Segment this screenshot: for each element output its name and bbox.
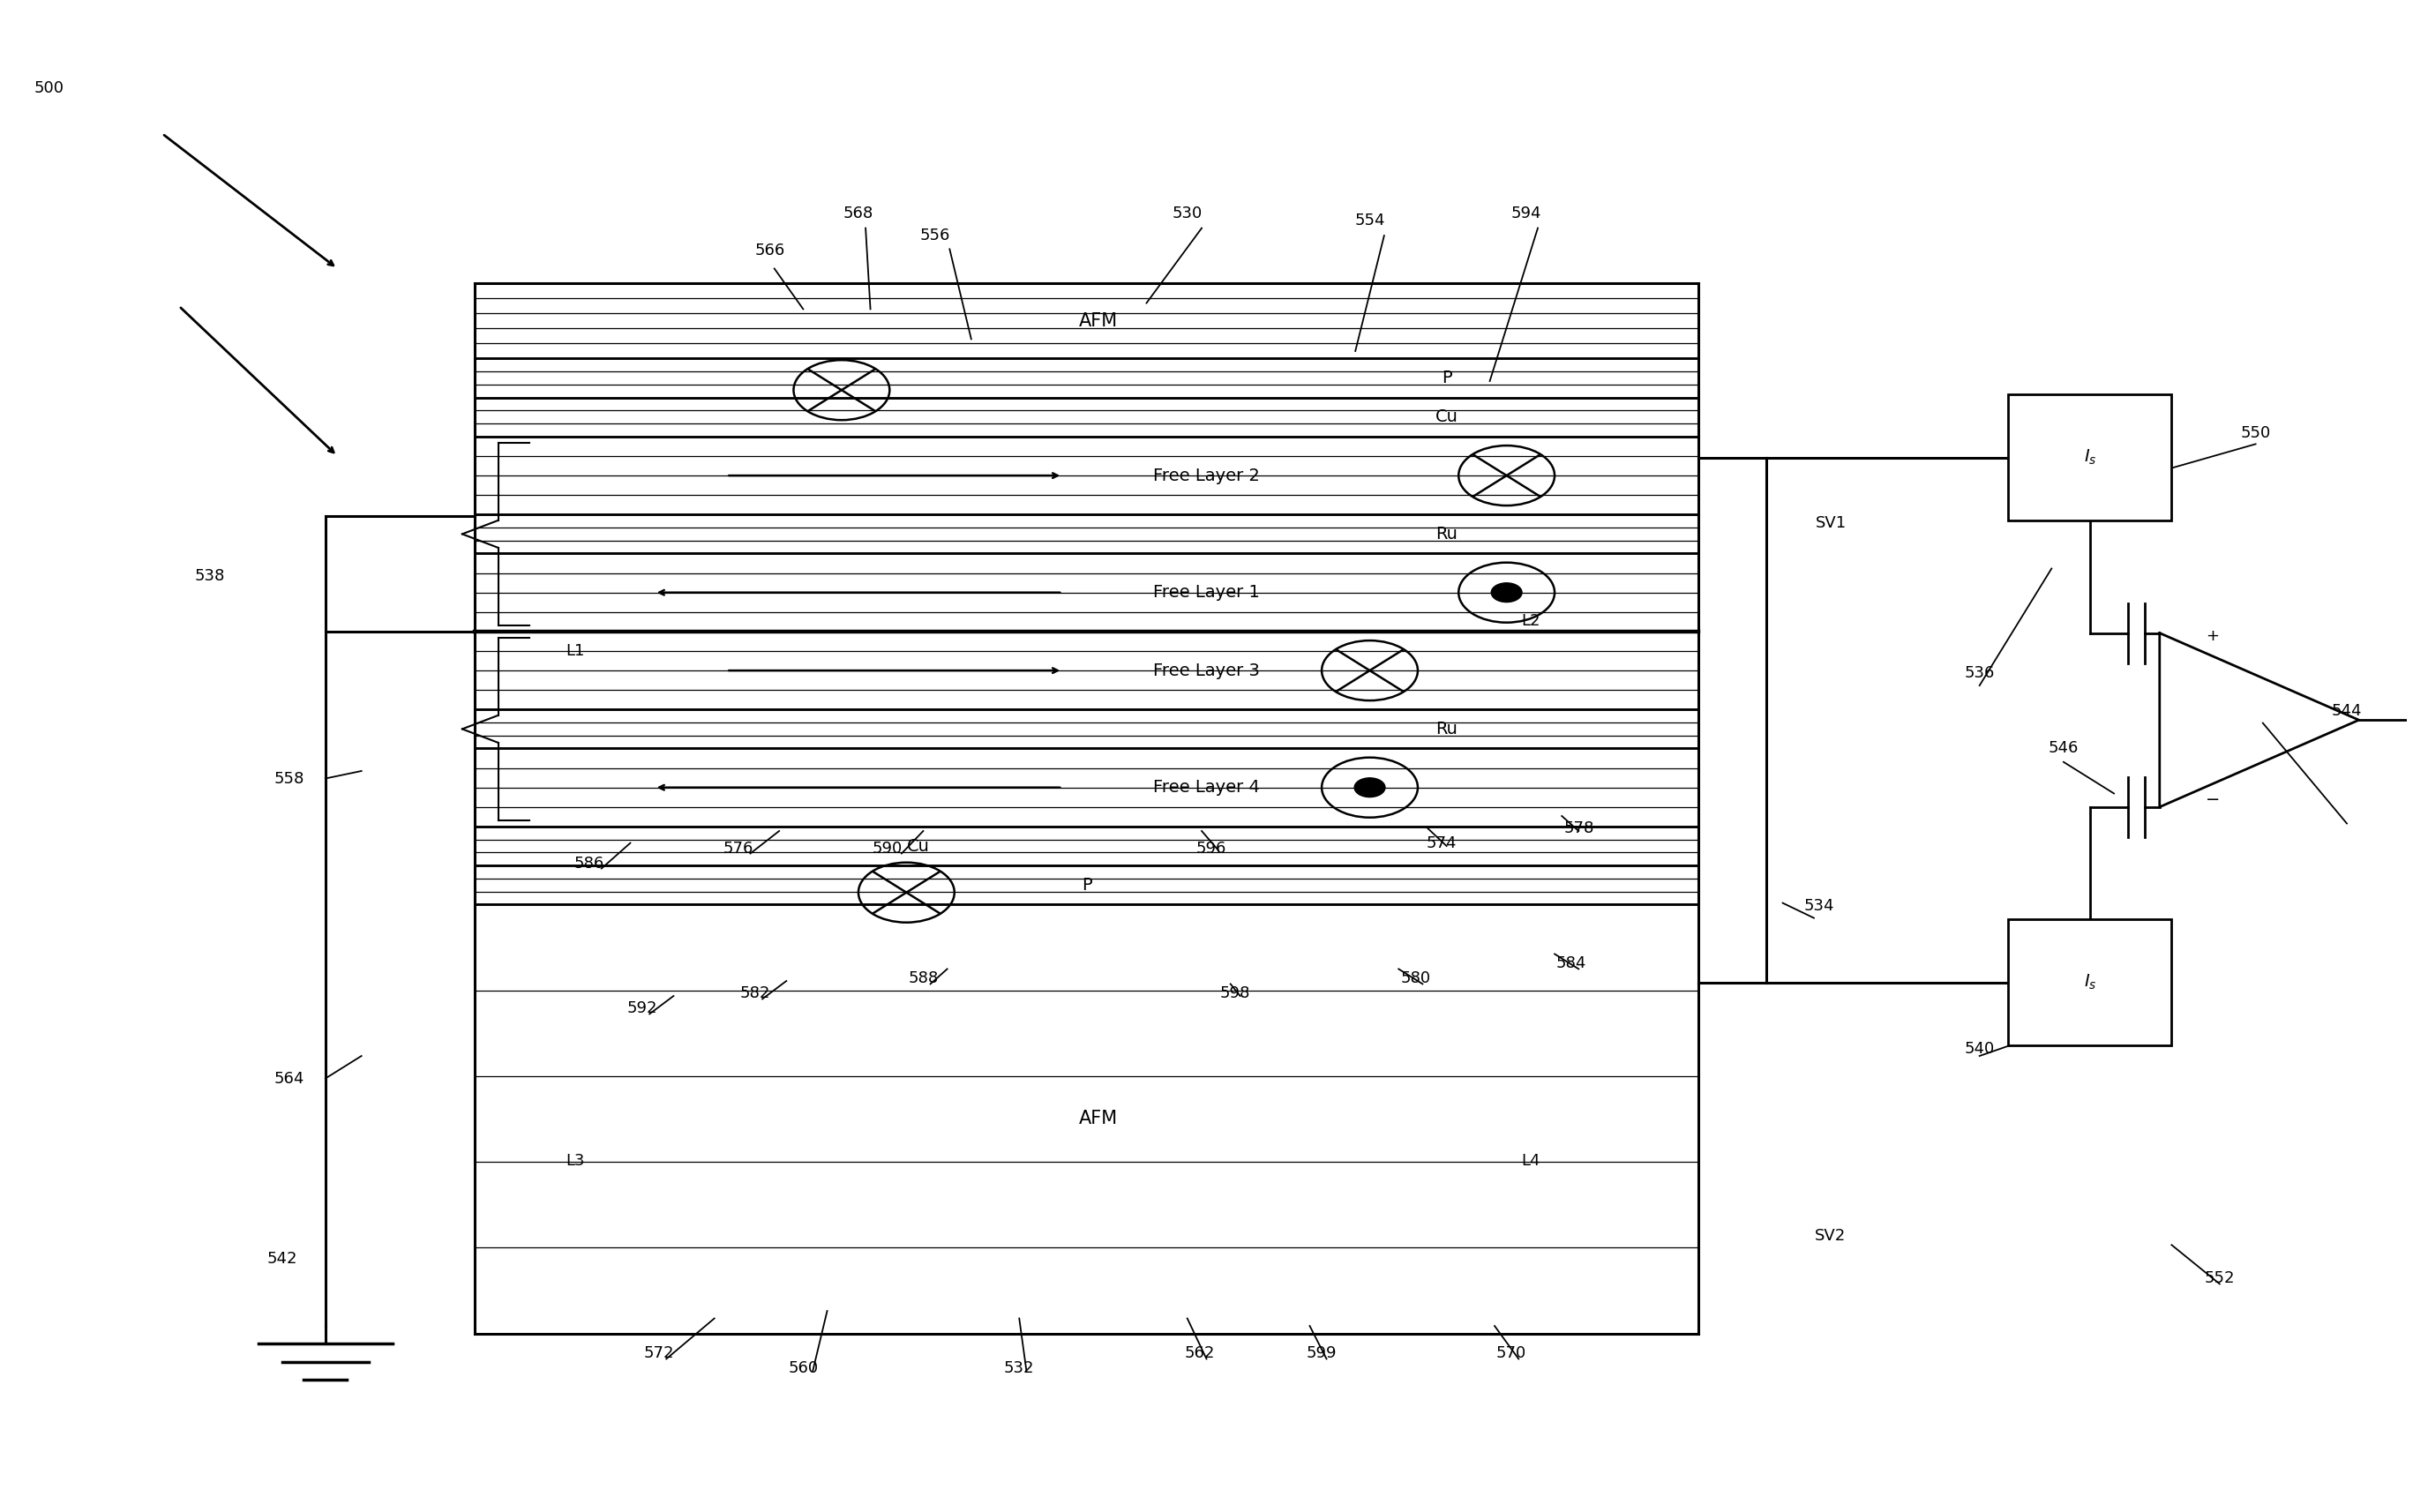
Text: +: + [2205,627,2220,644]
Text: 542: 542 [268,1250,297,1267]
Text: 532: 532 [1004,1359,1035,1376]
Text: Free Layer 3: Free Layer 3 [1153,662,1260,679]
Text: 572: 572 [644,1346,673,1361]
Text: 562: 562 [1185,1346,1214,1361]
Circle shape [1354,777,1385,797]
Text: 588: 588 [907,971,939,986]
Text: 556: 556 [919,228,951,243]
Text: 580: 580 [1400,971,1431,986]
Text: $I_s$: $I_s$ [2082,448,2097,467]
Text: Ru: Ru [1436,721,1457,738]
Text: AFM: AFM [1079,313,1117,330]
Text: $I_s$: $I_s$ [2082,974,2097,992]
Text: 582: 582 [741,984,770,1001]
Text: 500: 500 [34,80,65,97]
Text: Cu: Cu [1436,408,1457,425]
Circle shape [1491,584,1523,602]
Text: 538: 538 [195,569,224,584]
Text: Free Layer 2: Free Layer 2 [1153,467,1260,484]
Text: 596: 596 [1197,841,1226,857]
Text: L3: L3 [565,1154,584,1169]
Text: Free Layer 1: Free Layer 1 [1153,584,1260,600]
Text: 564: 564 [275,1070,304,1087]
Text: 590: 590 [871,841,902,857]
Text: SV1: SV1 [1815,516,1846,532]
Bar [2008,395,2172,520]
Text: 540: 540 [1964,1040,1996,1057]
Text: Cu: Cu [907,838,929,854]
Text: 586: 586 [574,856,606,872]
Text: P: P [1081,877,1091,894]
Text: Free Layer 4: Free Layer 4 [1153,779,1260,795]
Text: 594: 594 [1511,206,1542,221]
Text: SV2: SV2 [1815,1228,1846,1244]
Text: 568: 568 [842,206,874,221]
Text: 599: 599 [1305,1346,1337,1361]
Bar [2008,919,2172,1045]
Text: 530: 530 [1173,206,1202,221]
Text: L2: L2 [1520,612,1539,629]
Text: 544: 544 [2331,703,2362,718]
Text: 584: 584 [1556,956,1588,971]
Text: 558: 558 [275,771,304,786]
Text: 574: 574 [1426,835,1457,851]
Text: 552: 552 [2205,1270,2234,1285]
Text: 570: 570 [1496,1346,1527,1361]
Text: 566: 566 [755,242,784,259]
Text: 576: 576 [724,841,753,857]
Text: AFM: AFM [1079,1110,1117,1128]
Text: 578: 578 [1564,820,1593,836]
Text: 534: 534 [1803,898,1834,913]
Text: 554: 554 [1354,213,1385,228]
Text: 560: 560 [789,1359,818,1376]
Text: L4: L4 [1520,1154,1539,1169]
Text: L1: L1 [565,643,584,659]
Text: 592: 592 [627,999,659,1016]
Text: 546: 546 [2049,741,2078,756]
Text: 536: 536 [1964,665,1996,682]
Text: 550: 550 [2242,425,2271,442]
Text: −: − [2205,791,2220,807]
Text: 548: 548 [2049,951,2078,966]
Text: Ru: Ru [1436,526,1457,543]
Text: P: P [1441,369,1453,387]
Text: 598: 598 [1221,984,1250,1001]
